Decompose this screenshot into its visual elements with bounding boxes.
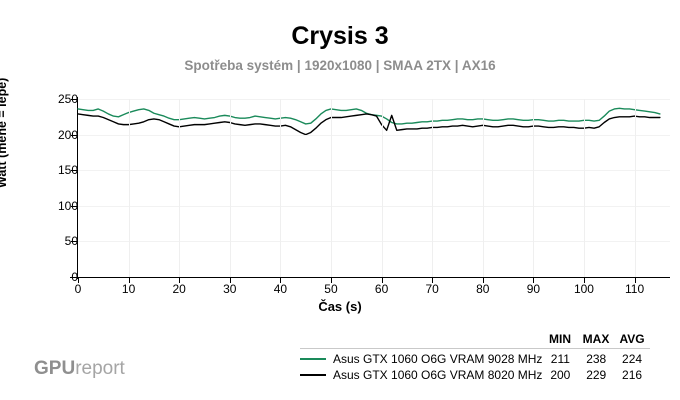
gpureport-watermark: GPUreport	[34, 358, 125, 380]
chart-subtitle: Spotřeba systém | 1920x1080 | SMAA 2TX |…	[184, 58, 496, 73]
y-tick-label-150: 150	[57, 163, 78, 178]
plot-area	[77, 99, 670, 277]
chart-title: Crysis 3	[291, 22, 389, 50]
gridline-vertical-10	[128, 99, 130, 277]
x-tick-label-100: 100	[573, 282, 594, 296]
gridline-horizontal-200	[78, 134, 670, 136]
y-tick-label-250: 250	[57, 92, 78, 106]
legend-separator	[300, 348, 650, 349]
x-tick-label-10: 10	[121, 282, 136, 296]
y-tick-label-100: 100	[57, 198, 78, 213]
y-axis-ticks: 050100150200250	[0, 0, 78, 400]
x-tick-label-30: 30	[223, 282, 237, 296]
gridline-vertical-110	[634, 99, 636, 277]
gridline-vertical-30	[229, 99, 231, 277]
y-axis-line	[77, 97, 78, 279]
y-tick-mark-100	[71, 205, 77, 207]
watermark-bold-text: GPU	[34, 358, 76, 379]
legend-color-swatch-series-2	[300, 374, 326, 376]
gridline-vertical-100	[583, 99, 585, 277]
y-tick-mark-50	[71, 241, 77, 243]
gridline-vertical-60	[381, 99, 383, 277]
series-line-2	[77, 113, 661, 136]
gridline-vertical-70	[432, 99, 434, 277]
x-tick-label-80: 80	[476, 282, 490, 296]
gridline-horizontal-250	[78, 99, 670, 100]
x-tick-mark-100	[583, 278, 585, 283]
legend-min-series-2: 200	[550, 368, 571, 382]
gridline-vertical-50	[330, 99, 332, 277]
y-tick-label-200: 200	[57, 127, 78, 142]
gridline-vertical-20	[179, 99, 181, 277]
legend-header-max: MAX	[582, 332, 610, 346]
legend-min-series-1: 211	[550, 352, 570, 366]
x-tick-mark-90	[533, 278, 535, 283]
x-tick-mark-30	[229, 278, 231, 283]
legend-avg-series-2: 216	[622, 368, 643, 382]
gridline-horizontal-50	[78, 241, 670, 243]
x-tick-mark-50	[330, 278, 332, 283]
x-axis-title: Čas (s)	[318, 299, 362, 314]
x-tick-label-40: 40	[273, 282, 288, 296]
legend-max-series-2: 229	[586, 368, 607, 382]
x-tick-mark-10	[128, 278, 130, 283]
legend-header-row: MIN MAX AVG	[300, 332, 650, 348]
y-tick-mark-250	[71, 99, 77, 100]
x-tick-mark-110	[634, 278, 636, 283]
legend-max-series-1: 238	[586, 352, 607, 366]
legend-item-series-2[interactable]: Asus GTX 1060 O6G VRAM 8020 MHz 200 229 …	[300, 367, 650, 383]
series-lines	[77, 107, 661, 136]
x-tick-label-50: 50	[324, 282, 338, 296]
gridline-vertical-90	[533, 99, 535, 277]
x-tick-mark-40	[280, 278, 282, 283]
legend-item-series-1[interactable]: Asus GTX 1060 O6G VRAM 9028 MHz 211 238 …	[300, 351, 650, 367]
legend-label-series-1: Asus GTX 1060 O6G VRAM 9028 MHz	[333, 352, 543, 366]
x-tick-label-90: 90	[526, 282, 541, 296]
gridline-vertical-40	[280, 99, 282, 277]
watermark-light-text: report	[75, 358, 125, 379]
legend-header-avg: AVG	[619, 332, 645, 346]
x-tick-label-70: 70	[425, 282, 439, 296]
legend-avg-series-1: 224	[622, 352, 643, 366]
x-tick-mark-0	[78, 278, 79, 283]
x-tick-mark-20	[179, 278, 181, 283]
x-tick-mark-80	[482, 278, 484, 283]
gridline-horizontal-150	[78, 170, 670, 172]
x-axis-line	[70, 277, 670, 278]
legend: MIN MAX AVG Asus GTX 1060 O6G VRAM 9028 …	[300, 332, 650, 383]
x-tick-mark-60	[381, 278, 383, 283]
y-tick-mark-200	[71, 134, 77, 136]
x-tick-mark-70	[432, 278, 434, 283]
gridline-vertical-80	[482, 99, 484, 277]
x-tick-label-20: 20	[172, 282, 186, 296]
x-tick-label-110: 110	[625, 282, 645, 296]
legend-color-swatch-series-1	[300, 358, 326, 360]
legend-header-min: MIN	[549, 332, 571, 346]
x-tick-label-60: 60	[374, 282, 389, 296]
legend-label-series-2: Asus GTX 1060 O6G VRAM 8020 MHz	[333, 368, 543, 382]
y-tick-mark-150	[71, 170, 77, 172]
x-tick-label-0: 0	[74, 282, 82, 296]
y-axis-title: Watt (méně = lépe)	[0, 77, 9, 188]
gridline-horizontal-100	[78, 205, 670, 207]
